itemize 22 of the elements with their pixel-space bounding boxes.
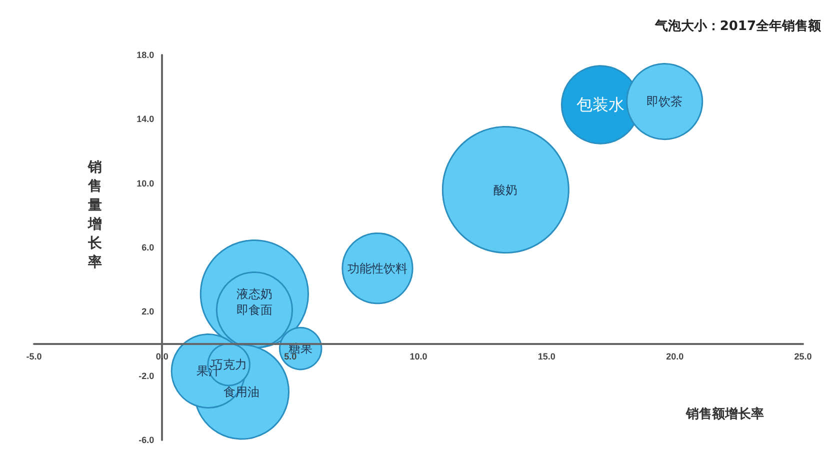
series-label: 液态奶 <box>236 287 272 302</box>
y-tick-label: 18.0 <box>136 50 154 60</box>
x-tick-label: 25.0 <box>794 351 812 362</box>
y-axis-title: 销售量增长率 <box>87 160 103 270</box>
y-tick-label: 6.0 <box>142 242 154 252</box>
chart-title: 气泡大小：2017全年销售额 <box>654 18 822 34</box>
series-label: 即食面 <box>236 303 272 318</box>
series-label: 酸奶 <box>494 182 518 197</box>
y-tick-label: -2.0 <box>138 370 154 381</box>
y-tick-label: 14.0 <box>136 114 154 124</box>
series-label: 功能性饮料 <box>347 261 408 276</box>
y-tick-label: -6.0 <box>138 435 154 445</box>
x-tick-label: 10.0 <box>410 351 428 362</box>
x-tick-label: 15.0 <box>538 351 556 362</box>
y-tick-label: 10.0 <box>136 178 154 188</box>
x-axis-title: 销售额增长率 <box>685 406 764 422</box>
y-tick-label: 2.0 <box>142 306 154 317</box>
series-label: 即饮茶 <box>646 94 683 109</box>
series-label: 食用油 <box>224 384 260 399</box>
x-tick-label: 20.0 <box>666 351 684 362</box>
series-label: 包装水 <box>576 95 624 114</box>
x-tick-label: -5.0 <box>26 351 42 362</box>
